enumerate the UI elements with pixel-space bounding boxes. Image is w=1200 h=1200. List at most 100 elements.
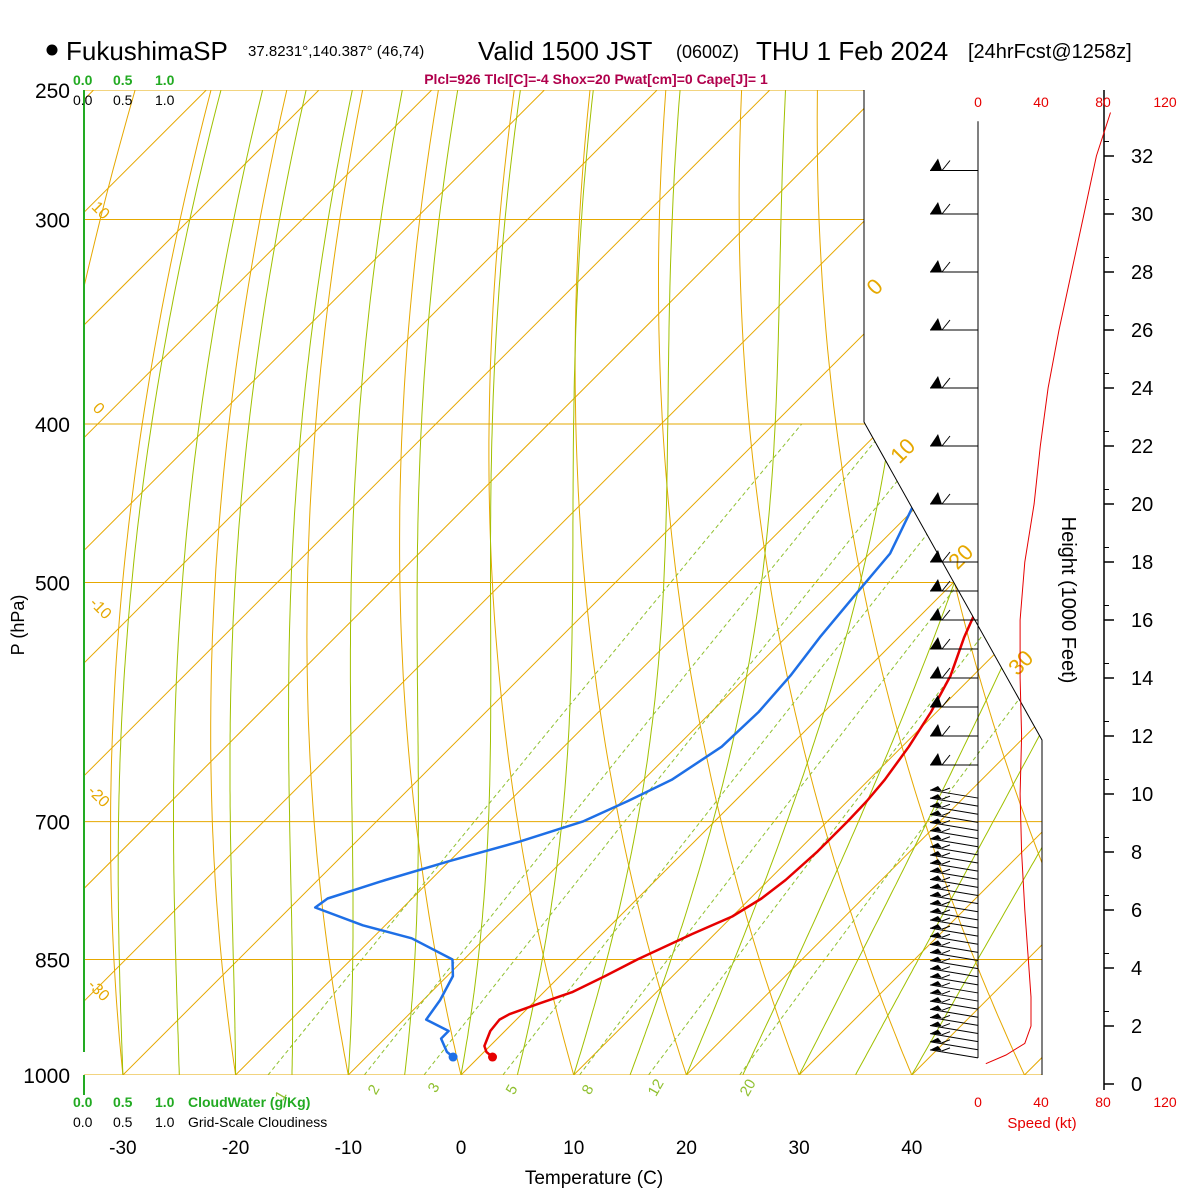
wind-barb [929, 989, 979, 1002]
speed-tick-bottom-120: 120 [1153, 1094, 1177, 1110]
wind-barb-pennant [930, 1029, 942, 1035]
wind-barb-pennant [930, 753, 942, 765]
wind-barb-flag [941, 949, 951, 954]
wind-barb-pennant [930, 851, 942, 857]
wind-barb-flag [941, 885, 951, 889]
isotherm-label: -20 [84, 783, 112, 811]
wind-barb-shaft [929, 870, 979, 880]
x-axis-title: Temperature (C) [525, 1168, 663, 1189]
isotherm-line [798, 90, 1042, 1075]
wind-barb-pennant [930, 1005, 942, 1011]
wind-barb-pennant [930, 875, 942, 881]
cloudwater-scale-top-1: 0.5 [113, 72, 133, 88]
wind-barb-shaft [929, 968, 979, 978]
speed-tick-bottom-40: 40 [1033, 1094, 1049, 1110]
height-tick-label: 4 [1131, 958, 1142, 980]
wind-barb-pennant [930, 924, 942, 930]
wind-barb [929, 980, 979, 994]
wind-barb-pennant [930, 1013, 942, 1019]
temperature-tick-label: 30 [789, 1138, 810, 1159]
wind-barb-pennant [930, 907, 942, 913]
wind-barb-pennant [930, 608, 942, 620]
moist-adiabat-line [404, 90, 459, 1075]
mixing-ratio-label: 5 [503, 1082, 522, 1098]
cloudiness-scale-bottom-2: 1.0 [155, 1114, 175, 1130]
mixing-ratio-label: 2 [365, 1082, 384, 1098]
moist-adiabat-line [229, 90, 307, 1075]
wind-barb [930, 666, 978, 679]
wind-barb [929, 915, 979, 929]
wind-barb-flag [941, 667, 951, 679]
isotherm-line [84, 90, 545, 1075]
wind-barb-flag [941, 958, 951, 963]
wind-barb-flag [941, 836, 951, 841]
cloudwater-label: CloudWater (g/Kg) [188, 1094, 310, 1110]
speed-tick-top-120: 120 [1153, 94, 1177, 110]
speed-axis-label: Speed (kt) [1007, 1115, 1076, 1132]
wind-barb-shaft [929, 960, 979, 970]
wind-barb-pennant [930, 637, 942, 649]
dewpoint-surface-marker [448, 1052, 458, 1062]
isotherm-label: -30 [84, 977, 112, 1005]
station-bullet-icon [46, 44, 58, 56]
wind-barb-flag [941, 787, 951, 792]
wind-barb-flag [941, 1023, 951, 1028]
wind-barb-pennant [930, 260, 942, 272]
wind-barb-pennant [930, 579, 942, 591]
moist-adiabat-line [347, 90, 403, 1075]
dry-adiabat-line [574, 90, 699, 1075]
wind-barb-pennant [930, 826, 942, 832]
wind-barb-flag [941, 160, 951, 171]
wind-barb [930, 202, 978, 215]
wind-barb-pennant [930, 940, 942, 946]
wind-barb [929, 826, 979, 840]
height-tick-label: 22 [1131, 436, 1153, 458]
mixing-ratio-label: 12 [645, 1076, 668, 1099]
wind-barb [929, 802, 979, 815]
wind-barb-pennant [930, 859, 942, 865]
moist-adiabat-line [629, 90, 786, 1075]
speed-tick-bottom-80: 80 [1095, 1094, 1111, 1110]
wind-barb-flag [941, 754, 951, 766]
wind-barb-shaft [929, 1000, 979, 1010]
wind-barb [929, 818, 979, 832]
wind-barb-flag [941, 203, 951, 215]
wind-barb-pennant [930, 867, 942, 873]
height-tick-label: 18 [1131, 552, 1153, 574]
wind-barb-pennant [930, 1021, 942, 1027]
dry-adiabat-line [1193, 61, 1200, 1110]
wind-barb-pennant [930, 158, 942, 171]
pressure-tick-label: 700 [35, 812, 70, 835]
wind-barb [929, 932, 979, 945]
wind-barb [929, 834, 979, 848]
wind-barb [929, 1005, 979, 1018]
dry-adiabat-line [488, 90, 585, 1075]
wind-barb-pennant [930, 818, 942, 824]
wind-barb-shaft [929, 903, 979, 913]
pressure-tick-label: 300 [35, 210, 70, 233]
wind-barb [929, 964, 979, 978]
wind-barb-pennant [930, 964, 942, 970]
dry-adiabat-line [110, 90, 220, 1075]
wind-barb-pennant [930, 434, 942, 446]
wind-barb-pennant [930, 810, 942, 816]
moist-adiabat-line [573, 90, 681, 1075]
height-tick-label: 28 [1131, 262, 1153, 284]
wind-barb-pennant [930, 724, 942, 736]
wind-barb-flag [941, 876, 951, 881]
cloudwater-scale-top-2: 1.0 [155, 72, 175, 88]
wind-barb-shaft [929, 887, 979, 896]
cloudiness-label: Grid-Scale Cloudiness [188, 1114, 327, 1130]
mixing-ratio-line [579, 423, 1042, 1075]
cloudiness-scale-top-1: 0.5 [113, 92, 133, 108]
dry-adiabat-line [967, 90, 1042, 1075]
wind-barb-flag [941, 551, 951, 563]
wind-barb [929, 1013, 979, 1026]
dry-adiabat-line [816, 90, 1042, 1075]
dry-adiabat-line [306, 90, 369, 1075]
wind-barb-shaft [929, 1033, 979, 1043]
cloudiness-scale-top-2: 1.0 [155, 92, 175, 108]
wind-barb [930, 695, 978, 708]
wind-barb [929, 875, 979, 888]
wind-barb-pennant [930, 1037, 942, 1043]
